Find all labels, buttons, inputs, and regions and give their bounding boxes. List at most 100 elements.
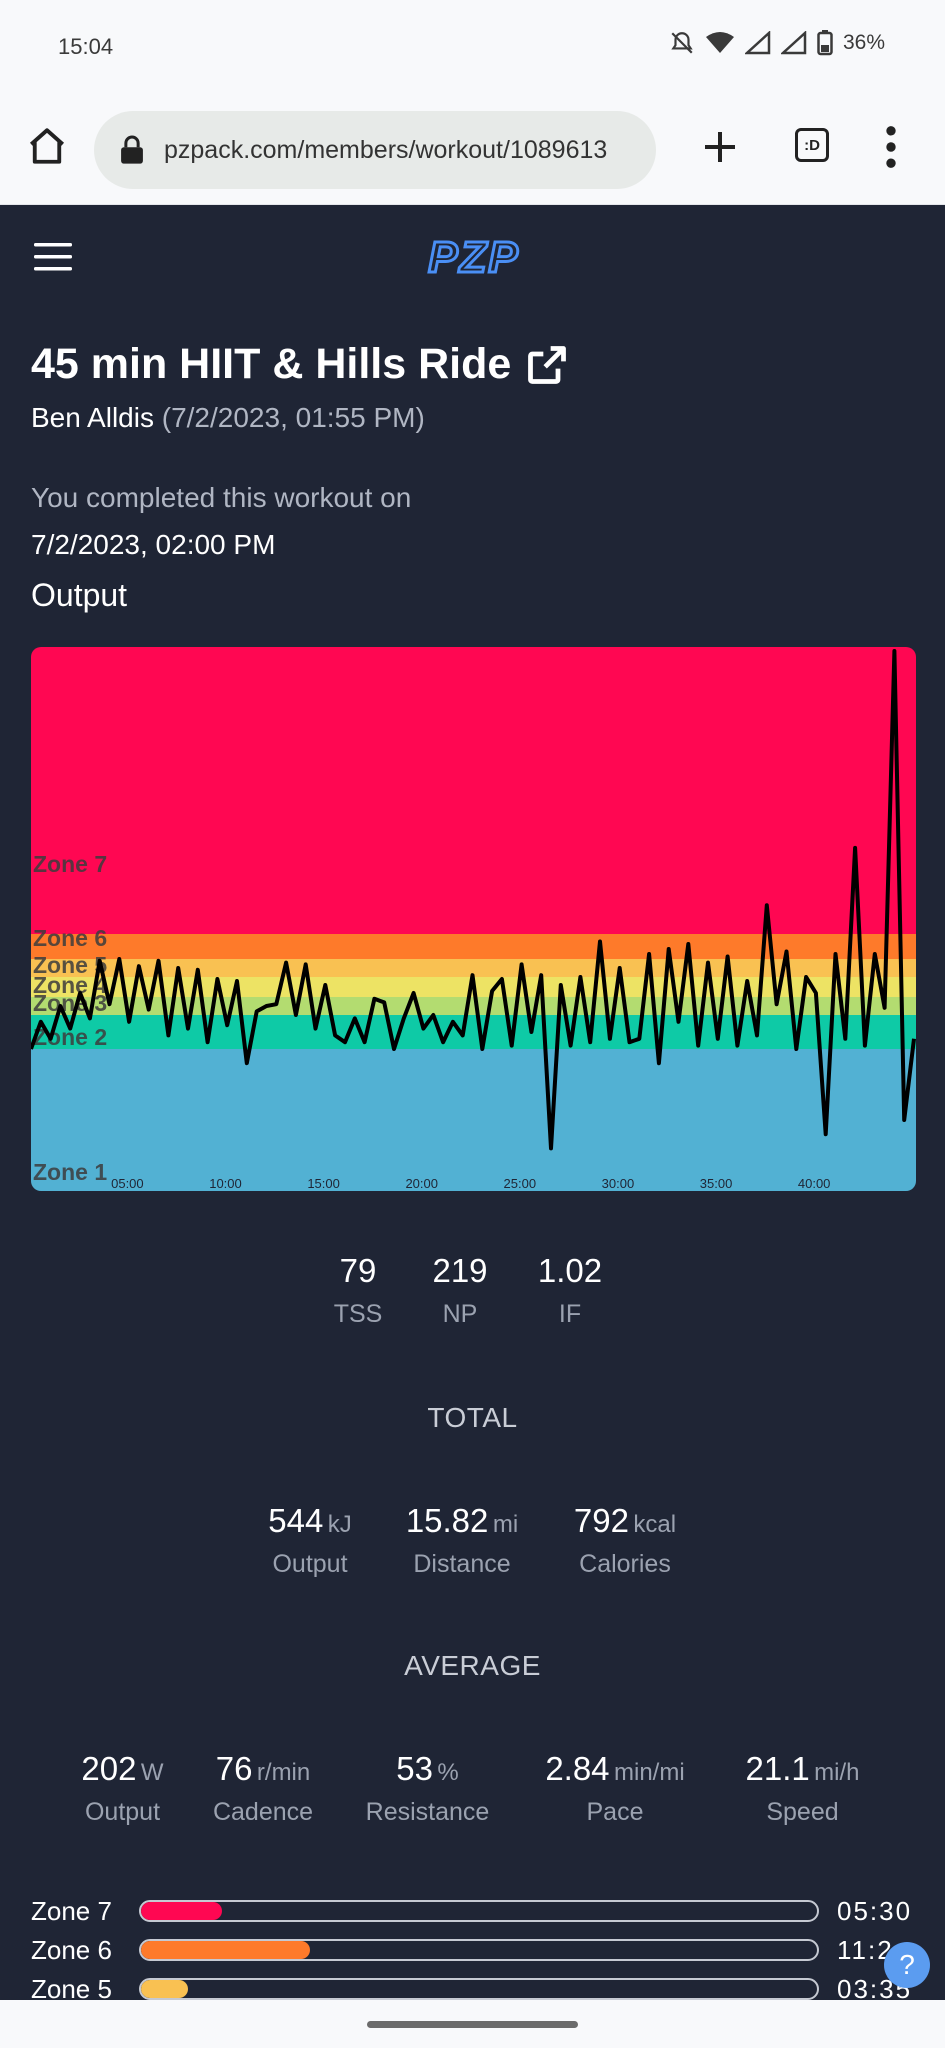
mute-bell-icon <box>671 32 693 54</box>
total-calories-unit: kcal <box>633 1511 677 1538</box>
lock-icon <box>121 135 143 164</box>
total-output-unit: kJ <box>327 1511 352 1538</box>
avg-output-unit: W <box>140 1759 164 1786</box>
tab-switcher-label: :D <box>804 136 820 154</box>
zone-label-1: Zone 1 <box>33 1159 107 1185</box>
avg-resistance-label: Resistance <box>365 1798 490 1826</box>
total-distance-label: Distance <box>413 1550 511 1578</box>
x-tick-1: 05:00 <box>111 1176 144 1191</box>
total-heading: TOTAL <box>427 1402 518 1433</box>
zone-5-label: Zone 5 <box>31 1973 112 2004</box>
avg-cadence-value: 76 <box>215 1750 253 1787</box>
status-time: 15:04 <box>58 34 114 59</box>
avg-pace-label: Pace <box>586 1798 644 1826</box>
x-tick-8: 40:00 <box>798 1176 831 1191</box>
zone-6-fill <box>141 1941 310 1959</box>
zone-7-fill <box>141 1902 223 1920</box>
avg-cadence-label: Cadence <box>212 1798 314 1826</box>
if-value: 1.02 <box>537 1252 603 1289</box>
zone-6-label: Zone 6 <box>31 1934 112 1965</box>
avg-resistance-value: 53 <box>396 1750 433 1787</box>
new-tab-icon[interactable] <box>700 127 740 167</box>
avg-output-label: Output <box>84 1798 161 1826</box>
average-heading: AVERAGE <box>404 1650 541 1681</box>
if-label: IF <box>558 1300 582 1328</box>
output-chart: Zone 1 Zone 2 Zone 3 Zone 4 Zone 5 Zone 6 Zone… <box>31 647 916 1191</box>
site-logo[interactable]: PZP <box>412 230 536 285</box>
zone-7-row: Zone 7 05:30 <box>31 1896 916 1926</box>
avg-pace-stat: 2.84 min/mi Pace <box>525 1750 705 1827</box>
signal-icon <box>744 31 771 55</box>
help-button[interactable]: ? <box>884 1942 930 1988</box>
x-tick-3: 15:00 <box>307 1176 340 1191</box>
gesture-handle[interactable] <box>367 2021 578 2028</box>
np-value: 219 <box>432 1252 488 1289</box>
workout-title: 45 min HIIT & Hills Ride <box>31 340 569 389</box>
avg-speed-stat: 21.1 mi/h Speed <box>725 1750 880 1827</box>
total-distance-value: 15.82 <box>405 1502 489 1539</box>
workout-title-text: 45 min HIIT & Hills Ride <box>31 340 512 388</box>
zone-6-track <box>139 1939 819 1961</box>
avg-output-stat: 202 W Output <box>70 1750 175 1827</box>
total-output-label: Output <box>272 1550 348 1578</box>
signal-icon-2 <box>780 31 807 55</box>
output-section-title: Output <box>31 577 128 613</box>
x-tick-5: 25:00 <box>504 1176 537 1191</box>
total-distance-unit: mi <box>492 1511 519 1538</box>
total-calories-stat: 792 kcal Calories <box>560 1502 690 1579</box>
x-tick-6: 30:00 <box>602 1176 635 1191</box>
zone-5-track <box>139 1978 819 2000</box>
total-calories-value: 792 <box>573 1502 629 1539</box>
address-bar[interactable]: pzpack.com/members/workout/1089613 <box>94 111 656 189</box>
zone-7-label: Zone 7 <box>31 1895 112 1926</box>
x-tick-7: 35:00 <box>700 1176 733 1191</box>
site-logo-text: PZP <box>428 233 520 282</box>
status-icons: 36% <box>669 30 885 56</box>
zone-band-2 <box>31 1015 916 1049</box>
battery-percent: 36% <box>842 31 885 54</box>
avg-pace-value: 2.84 <box>545 1750 610 1787</box>
np-label: NP <box>442 1300 478 1328</box>
external-link-icon[interactable] <box>525 343 569 387</box>
home-icon[interactable] <box>26 125 68 167</box>
zone-label-6: Zone 6 <box>33 925 107 951</box>
zone-5-row: Zone 5 03:35 <box>31 1974 916 2004</box>
class-date: (7/2/2023, 01:55 PM) <box>161 402 425 433</box>
avg-output-value: 202 <box>81 1750 137 1787</box>
zone-band-7 <box>31 647 916 934</box>
x-tick-2: 10:00 <box>209 1176 242 1191</box>
np-stat: 219 NP <box>420 1252 500 1329</box>
if-stat: 1.02 IF <box>525 1252 615 1329</box>
avg-cadence-stat: 76 r/min Cadence <box>198 1750 328 1827</box>
hamburger-menu-icon[interactable] <box>34 240 74 274</box>
completed-date: 7/2/2023, 02:00 PM <box>31 529 276 560</box>
total-output-stat: 544 kJ Output <box>255 1502 365 1579</box>
zone-label-7: Zone 7 <box>33 851 107 877</box>
avg-speed-value: 21.1 <box>745 1750 810 1787</box>
avg-cadence-unit: r/min <box>256 1759 311 1786</box>
battery-icon <box>817 30 833 56</box>
zone-6-time: 11:2 <box>837 1934 894 1965</box>
zone-band-1 <box>31 1049 916 1191</box>
avg-resistance-stat: 53 % Resistance <box>360 1750 495 1827</box>
zone-7-time: 05:30 <box>837 1895 913 1926</box>
more-menu-icon[interactable] <box>878 125 904 169</box>
status-bar: 15:04 36% <box>0 0 945 95</box>
zone-6-row: Zone 6 11:2 <box>31 1935 916 1965</box>
total-calories-label: Calories <box>579 1550 671 1578</box>
x-tick-4: 20:00 <box>405 1176 438 1191</box>
total-output-value: 544 <box>268 1502 324 1539</box>
zone-5-fill <box>141 1980 189 1998</box>
zone-7-track <box>139 1900 819 1922</box>
output-line <box>31 649 916 1151</box>
zone-band-6 <box>31 934 916 959</box>
tss-label: TSS <box>333 1300 383 1328</box>
url-text: pzpack.com/members/workout/1089613 <box>164 135 608 164</box>
wifi-icon <box>705 32 734 53</box>
tab-switcher-button[interactable]: :D <box>795 128 829 162</box>
workout-subline: Ben Alldis (7/2/2023, 01:55 PM) <box>31 402 425 434</box>
zone-label-5: Zone 5 <box>33 952 107 978</box>
tss-stat: 79 TSS <box>328 1252 388 1329</box>
system-nav-bar <box>0 2000 945 2048</box>
